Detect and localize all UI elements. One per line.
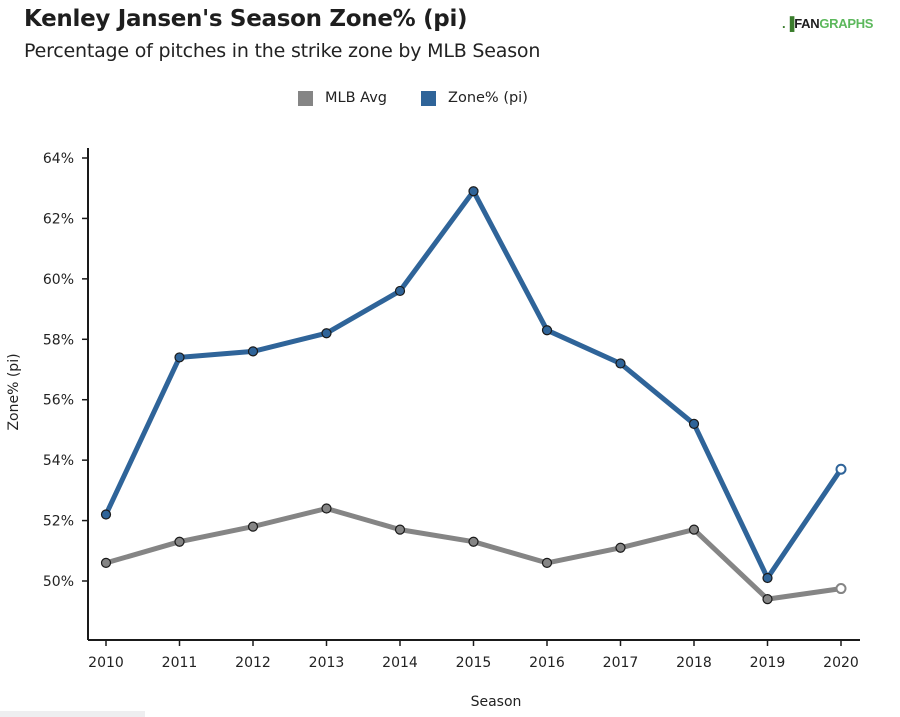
- data-point-zone-pct: [541, 325, 553, 336]
- y-tick-label: 64%: [43, 151, 74, 167]
- x-tick-label: 2016: [529, 655, 565, 671]
- y-axis-title: Zone% (pi): [6, 353, 22, 430]
- data-point-zone-pct: [247, 346, 259, 357]
- y-tick-label: 50%: [43, 574, 74, 590]
- series-line-mlb-avg: [103, 506, 844, 602]
- data-point-mlb-avg: [688, 524, 700, 535]
- legend-label-zone-pct: Zone% (pi): [448, 90, 528, 106]
- data-point-zone-pct: [174, 352, 185, 363]
- data-point-mlb-avg: [174, 536, 185, 547]
- legend-label-mlb-avg: MLB Avg: [325, 90, 388, 106]
- x-tick-label: 2015: [456, 655, 492, 671]
- data-point-mlb-avg: [100, 557, 112, 568]
- y-tick-label: 58%: [43, 332, 74, 348]
- data-point-zone-pct: [615, 358, 626, 369]
- logo-text-fan: FAN: [794, 16, 820, 31]
- y-tick-label: 56%: [43, 393, 74, 409]
- legend-item-mlb-avg[interactable]: MLB Avg: [298, 90, 387, 106]
- y-tick-label: 54%: [43, 453, 74, 469]
- legend-swatch-mlb-avg: [298, 90, 313, 106]
- data-point-zone-pct: [100, 509, 112, 520]
- data-point-mlb-avg: [835, 583, 847, 595]
- series-line-zone-pct: [103, 188, 844, 581]
- x-tick-label: 2017: [603, 655, 639, 671]
- data-point-mlb-avg: [394, 524, 406, 535]
- horizontal-scrollbar[interactable]: [0, 711, 145, 717]
- x-tick-label: 2011: [162, 655, 198, 671]
- data-point-zone-pct: [321, 328, 332, 339]
- x-tick-label: 2018: [676, 655, 712, 671]
- y-tick-label: 52%: [43, 514, 74, 530]
- data-point-zone-pct: [762, 572, 773, 584]
- x-axis-title: Season: [471, 694, 522, 710]
- x-tick-label: 2019: [750, 655, 786, 671]
- data-point-mlb-avg: [247, 521, 259, 532]
- legend-swatch-zone-pct: [421, 90, 437, 106]
- y-tick-label: 62%: [43, 211, 74, 227]
- data-point-mlb-avg: [541, 557, 553, 568]
- data-point-mlb-avg: [468, 536, 479, 547]
- data-point-zone-pct: [835, 463, 847, 475]
- fangraphs-logo[interactable]: .▐FANGRAPHS: [782, 16, 873, 31]
- x-tick-label: 2013: [309, 655, 345, 671]
- data-point-zone-pct: [468, 186, 479, 197]
- fangraphs-logo-icon: .▐: [782, 16, 795, 31]
- data-point-zone-pct: [688, 418, 700, 429]
- legend-item-zone-pct[interactable]: Zone% (pi): [421, 90, 528, 106]
- logo-text-graphs: GRAPHS: [819, 16, 874, 31]
- chart-legend: MLB Avg Zone% (pi): [298, 90, 528, 106]
- x-tick-label: 2014: [382, 655, 418, 671]
- chart-title: Kenley Jansen's Season Zone% (pi): [24, 6, 468, 32]
- data-point-mlb-avg: [321, 503, 332, 514]
- x-tick-label: 2020: [823, 655, 859, 671]
- y-tick-label: 60%: [43, 272, 74, 288]
- data-point-mlb-avg: [762, 594, 773, 605]
- x-tick-label: 2012: [235, 655, 271, 671]
- chart-subtitle: Percentage of pitches in the strike zone…: [24, 40, 541, 62]
- data-point-zone-pct: [394, 285, 406, 297]
- x-tick-label: 2010: [88, 655, 124, 671]
- series-points: [100, 186, 847, 605]
- data-point-mlb-avg: [615, 542, 626, 553]
- axes: 50% 52% 54% 56% 58% 60% 62% 64% 2010 2011 2012 2013…: [43, 148, 860, 671]
